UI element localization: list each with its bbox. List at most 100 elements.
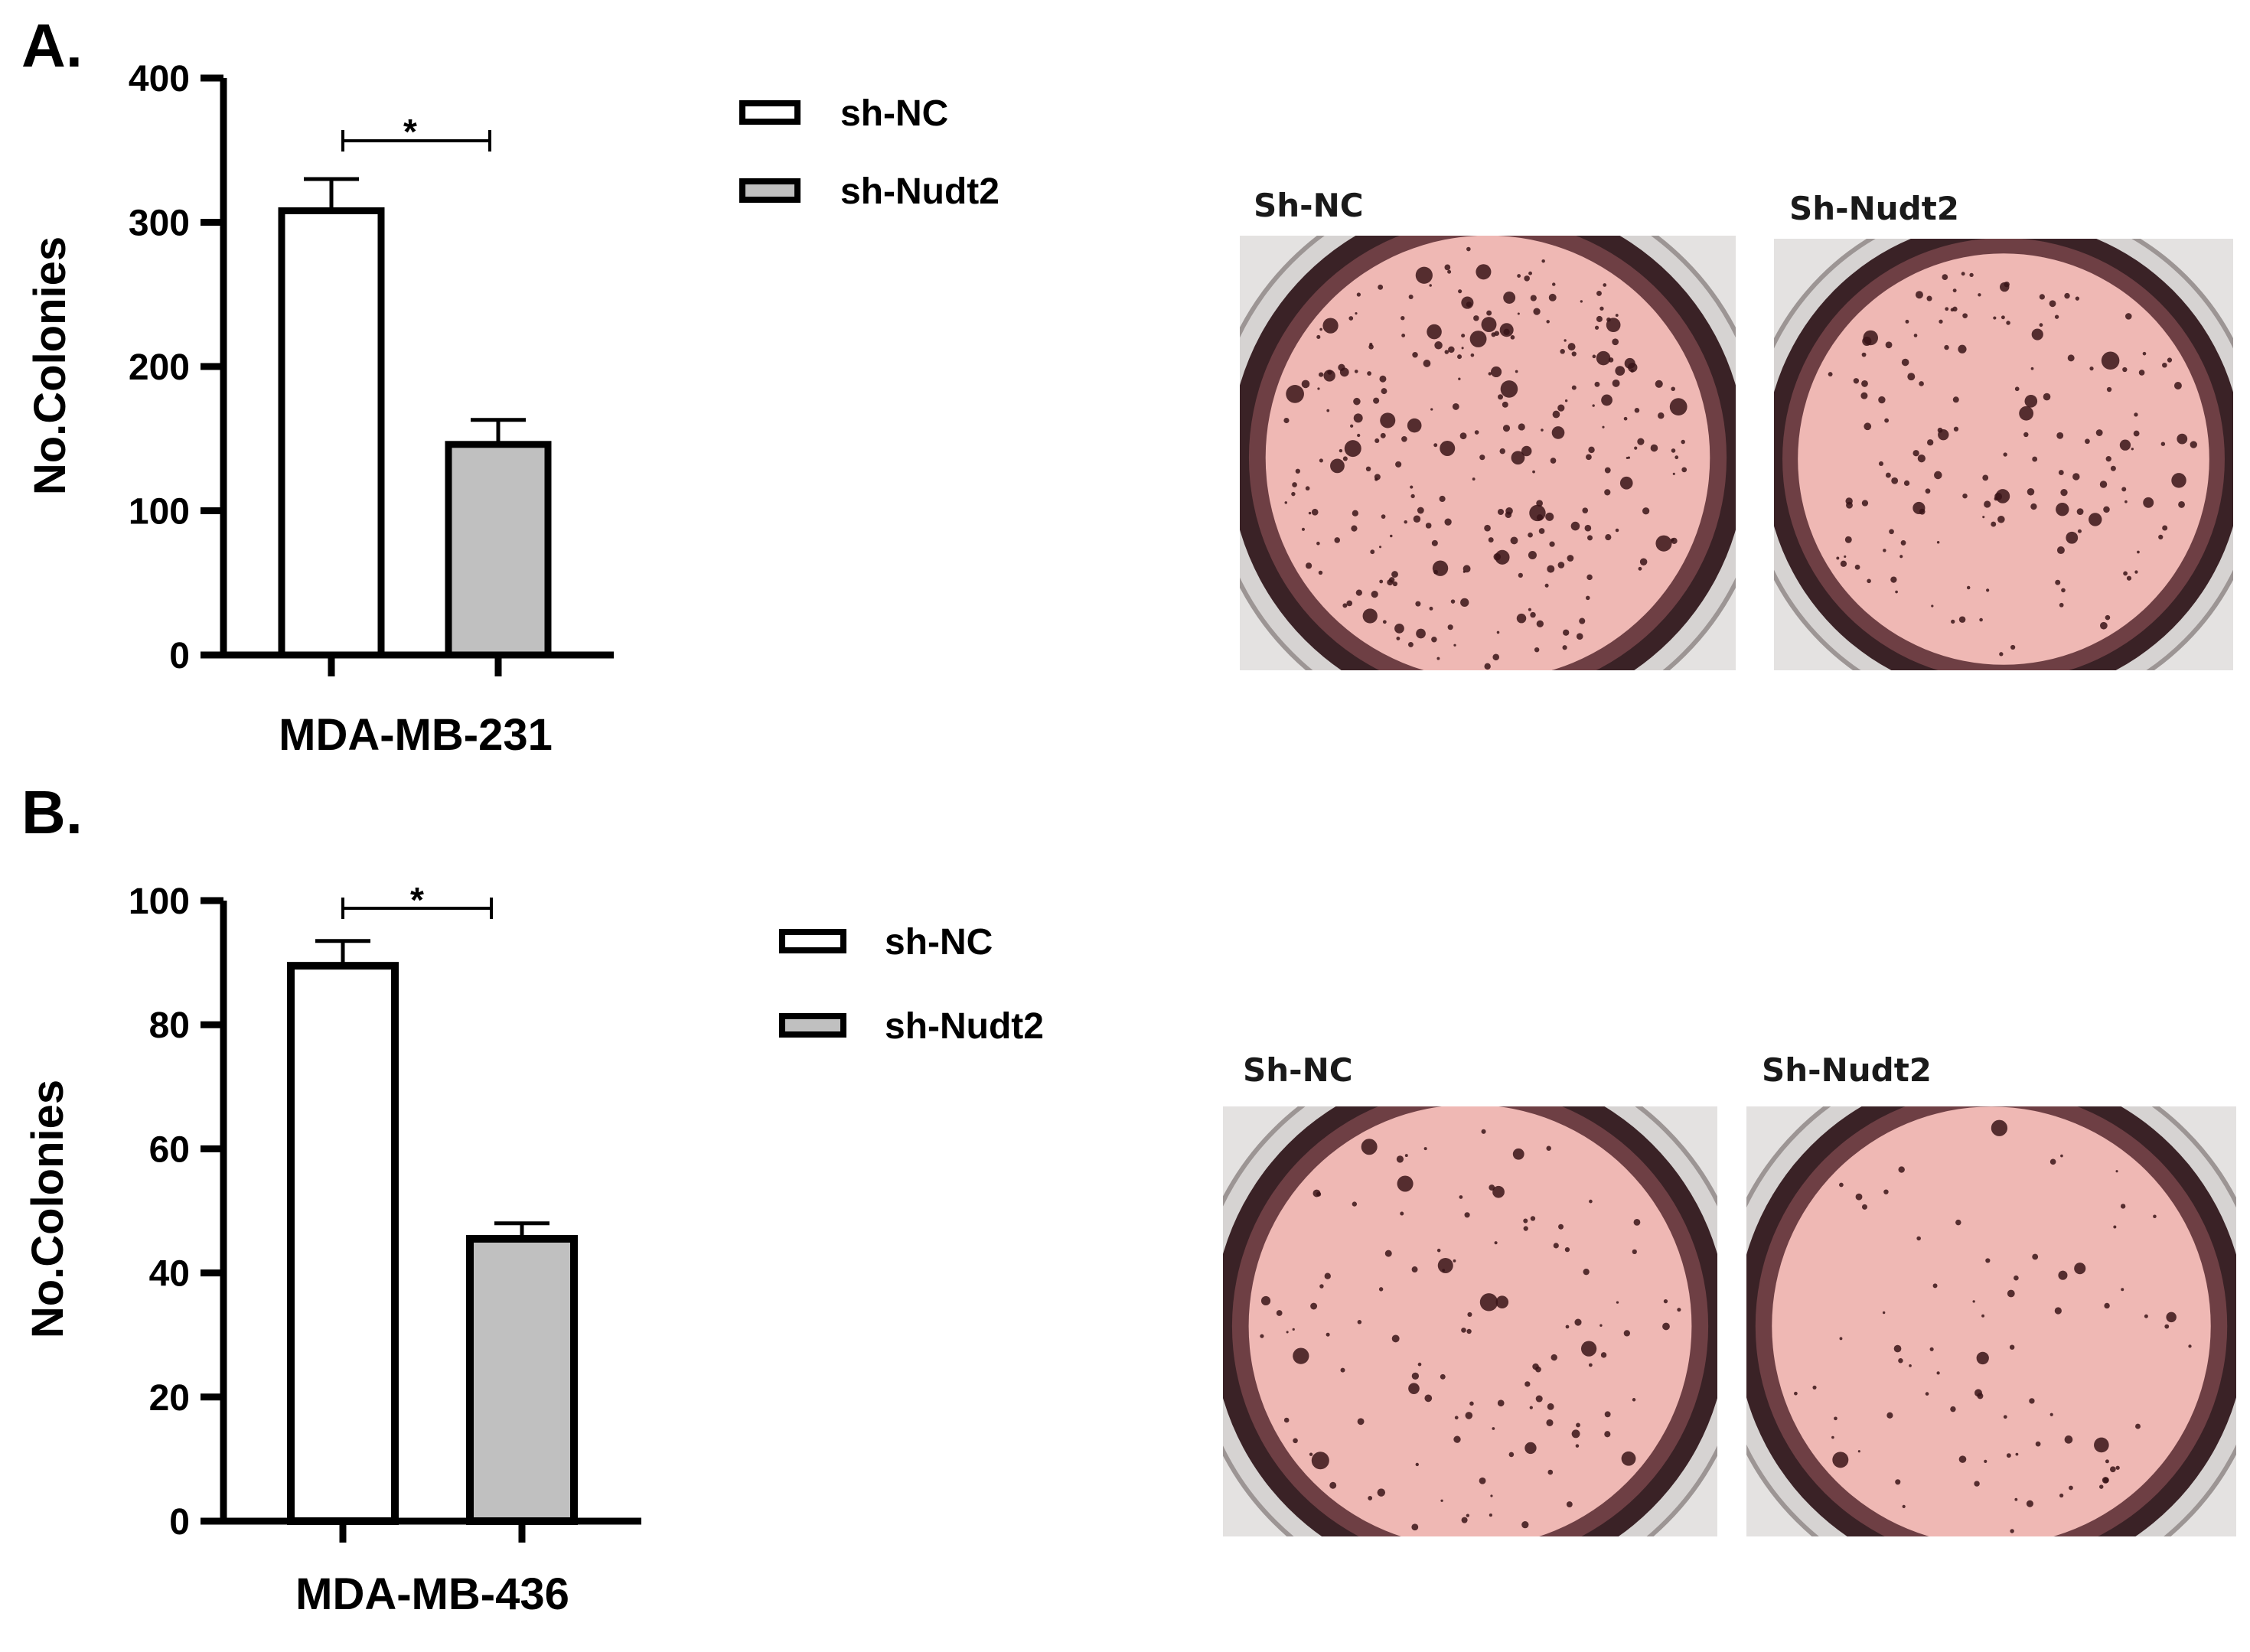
colony (2162, 525, 2168, 531)
colony (1672, 472, 1675, 475)
colony (2023, 432, 2029, 438)
colony (1488, 537, 1494, 543)
colony (1338, 363, 1345, 371)
colony (2030, 367, 2034, 370)
colony (2007, 1289, 2015, 1298)
colony (1453, 1259, 1456, 1263)
colony (1944, 344, 1949, 350)
colony (1844, 555, 1847, 559)
colony (1953, 426, 1959, 432)
colony (1530, 611, 1536, 618)
colony (1588, 446, 1595, 454)
colony (1410, 494, 1415, 499)
colony (2055, 579, 2061, 585)
legend-swatch-sh-nudt2 (739, 178, 801, 203)
colony (1291, 491, 1296, 497)
colony (1936, 540, 1940, 544)
colony (1447, 269, 1452, 274)
colony (1356, 292, 1361, 297)
colony (1464, 1212, 1470, 1218)
colony (2027, 488, 2035, 496)
colony (1546, 1145, 1551, 1151)
colony (1352, 510, 1358, 516)
colony (1461, 334, 1466, 338)
colony (1415, 601, 1421, 607)
colony (1423, 360, 1431, 367)
colony (2069, 1485, 2073, 1491)
colony (1566, 1501, 1573, 1507)
colony (1430, 408, 1433, 411)
colony (1637, 438, 1645, 445)
colony (1324, 1272, 1331, 1279)
colony (1638, 566, 1642, 571)
colony (1305, 486, 1310, 491)
colony (1836, 556, 1840, 560)
colony (1919, 508, 1926, 515)
colony (2121, 1288, 2124, 1292)
bar-chart-a: 0 100 200 300 400 * No.Colonies MDA-MB-231 sh-NC… (25, 59, 999, 760)
plate-image (1746, 1106, 2236, 1536)
colony (1662, 1322, 1670, 1331)
colony (1541, 259, 1545, 263)
y-tick-label: 0 (169, 636, 190, 676)
colony (1353, 413, 1363, 423)
colony (1564, 339, 1567, 342)
colony (1616, 1301, 1619, 1304)
colony (1425, 523, 1432, 529)
colony (1283, 417, 1290, 424)
colony (1929, 1347, 1934, 1351)
colony (1284, 501, 1288, 504)
legend-label-sh-nudt2: sh-Nudt2 (840, 171, 999, 212)
colony (1500, 380, 1518, 398)
colony (2104, 1302, 2110, 1309)
colony (2077, 529, 2082, 533)
colony (1465, 1412, 1473, 1419)
colony (1592, 354, 1596, 359)
colony (1461, 1517, 1468, 1523)
colony (2121, 487, 2127, 492)
colony (1974, 1481, 1980, 1487)
colony (1397, 1175, 1414, 1192)
colony (2014, 1275, 2019, 1281)
colony (1671, 448, 1676, 453)
colony (1396, 637, 1401, 640)
colony (1584, 524, 1592, 532)
colony (1936, 1371, 1940, 1375)
colony (1286, 385, 1304, 403)
colony (2056, 503, 2069, 516)
colony (1861, 380, 1868, 387)
colony (1899, 555, 1903, 559)
y-axis-label: No.Colonies (23, 1080, 73, 1338)
colony (1503, 328, 1510, 335)
colony (1958, 616, 1966, 623)
colony (1458, 377, 1461, 380)
colony (1436, 657, 1440, 660)
colony (1663, 1298, 1668, 1304)
colony (1969, 272, 1974, 278)
colony (1415, 266, 1433, 284)
colony (1357, 1418, 1365, 1426)
colony (1615, 366, 1626, 376)
colony (1671, 386, 1675, 392)
colony (1442, 1269, 1446, 1272)
colony (1348, 316, 1354, 321)
colony (1571, 351, 1577, 357)
colony (2009, 1344, 2015, 1350)
colony (1544, 583, 1549, 588)
colony (1655, 535, 1672, 552)
colony (1489, 1514, 1492, 1517)
colony (1499, 448, 1506, 455)
colony (1615, 314, 1619, 318)
colony (1981, 1314, 1985, 1318)
colony (2010, 1529, 2014, 1533)
colony (1536, 500, 1543, 507)
agar-surface (1798, 253, 2209, 665)
bar-sh-nc (278, 207, 385, 659)
colony (2056, 432, 2064, 439)
colony (1671, 538, 1674, 542)
colony (1977, 1393, 1984, 1399)
colony (1994, 497, 1998, 501)
colony (1292, 482, 1297, 487)
colony (2039, 323, 2043, 327)
colony (1604, 467, 1611, 474)
